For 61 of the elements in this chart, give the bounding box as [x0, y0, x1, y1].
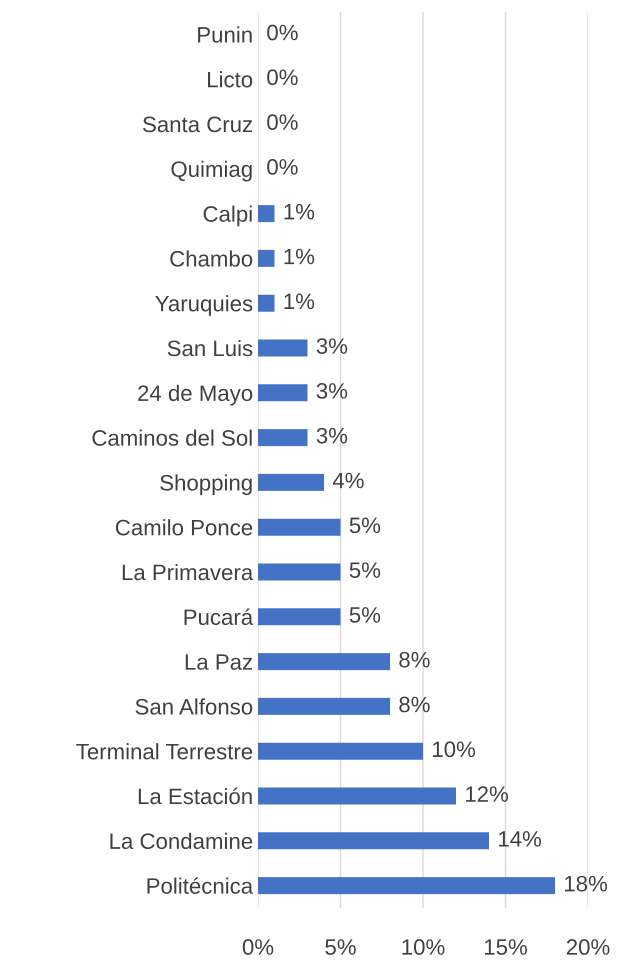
bar [258, 518, 340, 536]
data-label: 1% [284, 248, 314, 264]
data-label: 0% [267, 159, 298, 175]
x-tick-label: 5% [325, 939, 356, 955]
y-tick-label: Yaruquies [155, 295, 252, 316]
bar [258, 294, 274, 312]
y-tick-label: Terminal Terrestre [76, 743, 252, 760]
bar [258, 384, 308, 402]
x-tick-label: 0% [242, 939, 274, 955]
data-label: 3% [316, 338, 348, 354]
y-tick-label: Camilo Ponce [116, 519, 252, 536]
data-label: 8% [399, 652, 430, 668]
y-tick-label: San Luis [168, 340, 252, 356]
bar [258, 339, 308, 357]
x-tick-label: 15% [484, 939, 527, 955]
y-tick-label: Calpi [204, 206, 252, 226]
data-label: 5% [350, 607, 380, 623]
data-label: 4% [332, 472, 364, 488]
data-label: 14% [499, 831, 542, 847]
y-tick-label: Shopping [160, 474, 252, 496]
y-tick-label: Caminos del Sol [92, 430, 252, 446]
y-tick-label: Chambo [170, 250, 252, 267]
bar [258, 787, 456, 805]
bar [258, 698, 390, 715]
y-tick-label: Politécnica [148, 877, 254, 894]
y-tick-label: La Primavera [122, 564, 254, 580]
data-label: 8% [399, 696, 430, 712]
data-label: 3% [316, 383, 348, 399]
bar [258, 205, 274, 222]
data-label: 12% [466, 786, 508, 802]
y-tick-label: Punin [198, 26, 252, 43]
y-tick-label: La Condamine [110, 832, 252, 850]
bar [258, 877, 555, 894]
data-label: 10% [433, 741, 476, 758]
y-tick-label: La Estación [138, 788, 252, 804]
bar [258, 474, 324, 491]
bar [258, 608, 340, 626]
y-tick-label: Quimiag [171, 160, 252, 182]
x-tick-label: 20% [566, 939, 610, 955]
x-tick-label: 10% [402, 939, 444, 955]
data-label: 5% [350, 518, 380, 534]
bar [258, 832, 489, 850]
data-label: 5% [350, 562, 380, 578]
bar [258, 742, 423, 760]
bar [258, 563, 340, 581]
data-label: 0% [267, 114, 298, 130]
data-label: 1% [284, 294, 314, 310]
y-tick-label: 24 de Mayo [138, 384, 252, 406]
y-tick-label: Santa Cruz [142, 116, 252, 132]
bar [258, 250, 274, 267]
y-tick-label: Pucará [184, 608, 254, 626]
data-label: 0% [267, 69, 298, 86]
bar [258, 653, 390, 670]
y-tick-label: La Paz [186, 654, 252, 670]
data-label: 18% [565, 876, 608, 892]
data-label: 1% [284, 204, 314, 220]
bar [258, 429, 308, 446]
data-label: 3% [316, 428, 348, 444]
data-label: 0% [267, 24, 298, 40]
y-tick-label: San Alfonso [136, 698, 252, 715]
y-tick-label: Licto [208, 71, 252, 88]
